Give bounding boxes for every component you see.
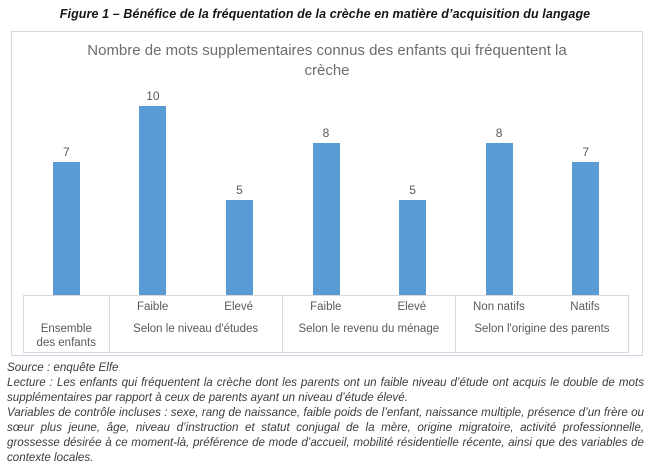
bar-slot: 8: [456, 89, 543, 295]
category-sub-label: Faible: [136, 301, 169, 313]
bar-value-label: 8: [495, 126, 503, 140]
category-axis-box: Faible Elevé Selon le niveau d'études: [109, 295, 283, 353]
category-sub-label: Faible: [310, 301, 342, 313]
bar-value-label: 5: [236, 183, 243, 197]
category-axis-box: Faible Elevé Selon le revenu du ménage: [282, 295, 456, 353]
bar: [225, 200, 253, 295]
category-group-label: Selon l'origine des parents: [474, 323, 610, 335]
chart-group: 7 Ensemble des enfants: [23, 89, 110, 353]
bar-value-label: 10: [146, 89, 160, 103]
category-group-label: Selon le revenu du ménage: [298, 323, 440, 335]
bars-row: 10 5: [110, 89, 283, 295]
chart-title: Nombre de mots supplementaires connus de…: [87, 42, 567, 79]
bar: [52, 162, 80, 295]
chart-footnotes: Source : enquête Elfe Lecture : Les enfa…: [7, 360, 644, 465]
chart-group: 8 7 Non natifs Natifs Selon l'origine des pa…: [455, 89, 629, 353]
lecture-note: Lecture : Les enfants qui fréquentent la…: [7, 376, 644, 404]
bar-chart: Nombre de mots supplementaires connus de…: [11, 31, 643, 356]
bars-row: 7: [23, 89, 110, 295]
bar: [485, 143, 513, 295]
chart-group: 10 5 Faible Elevé Selon le niveau d'études: [109, 89, 283, 353]
category-sub-label: Elevé: [397, 301, 427, 313]
category-group-label: Ensemble des enfants: [36, 323, 97, 349]
bar-slot: 8: [283, 89, 370, 295]
bar: [399, 200, 427, 295]
sub-label-row: [24, 301, 109, 321]
variables-note: Variables de contrôle incluses : sexe, r…: [7, 406, 644, 464]
sub-label-row: Faible Elevé: [110, 301, 282, 321]
source-note: Source : enquête Elfe: [7, 361, 119, 374]
chart-group: 8 5 Faible Elevé Selon le revenu du ménage: [282, 89, 456, 353]
bar-slot: 5: [196, 89, 283, 295]
chart-plot-area: 7 Ensemble des enfants 10 5 Faible Elevé Selon…: [23, 89, 629, 353]
bar: [572, 162, 600, 295]
bar-value-label: 7: [62, 145, 70, 159]
bar-value-label: 8: [322, 126, 330, 140]
bar-slot: 5: [369, 89, 456, 295]
sub-label-row: Faible Elevé: [283, 301, 455, 321]
category-sub-label: [24, 301, 109, 321]
sub-label-row: Non natifs Natifs: [456, 301, 628, 321]
category-axis-box: Non natifs Natifs Selon l'origine des pare…: [455, 295, 629, 353]
category-sub-label: Natifs: [570, 301, 600, 313]
bar-slot: 7: [542, 89, 629, 295]
bar-value-label: 5: [409, 183, 416, 197]
bar-slot: 7: [23, 89, 110, 295]
category-sub-label: Non natifs: [473, 301, 525, 313]
category-axis-box: Ensemble des enfants: [23, 295, 110, 353]
bar: [312, 143, 340, 295]
category-group-label: Selon le niveau d'études: [133, 323, 259, 335]
category-sub-label: Elevé: [224, 301, 254, 313]
bar-value-label: 7: [582, 145, 590, 159]
figure-title: Figure 1 – Bénéfice de la fréquentation …: [59, 7, 591, 21]
bar: [139, 106, 167, 295]
bar-slot: 10: [110, 89, 197, 295]
